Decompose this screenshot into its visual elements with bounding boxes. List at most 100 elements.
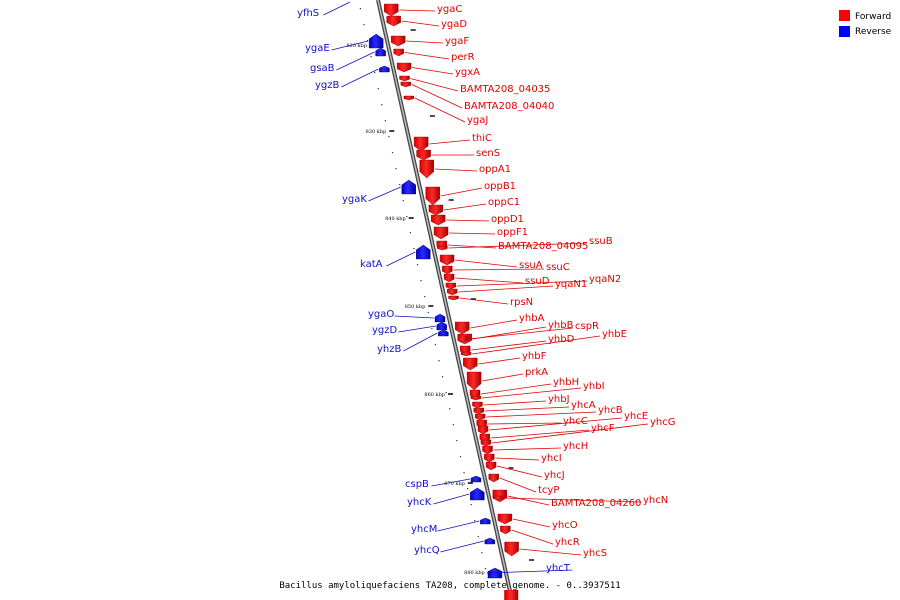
gene-oppf1[interactable] [433,226,449,240]
gene-label-oppf1[interactable]: oppF1 [497,227,528,238]
gene-yhcg[interactable] [480,439,492,447]
gene-label-prka[interactable]: prkA [525,367,548,378]
gene-label-yhcr[interactable]: yhcR [555,537,580,548]
gene-label-yhck[interactable]: yhcK [407,497,432,508]
gene-oppb1[interactable] [425,186,440,206]
gene-label-yhzb[interactable]: yhzB [377,344,402,355]
gene-label-yhbe[interactable]: yhbE [602,329,627,340]
gene-label-oppc1[interactable]: oppC1 [488,197,520,208]
gene-yhcn[interactable] [493,495,504,501]
gene-label-yhbf[interactable]: yhbF [522,351,547,362]
gene-label-bamta208-04040[interactable]: BAMTA208_04040 [464,101,554,112]
gene-prka[interactable] [466,371,482,391]
gene-yhbi[interactable] [470,395,482,401]
gene-oppd1[interactable] [430,214,446,226]
gene-partial-bottom[interactable] [504,590,519,600]
gene-tcyp[interactable] [488,473,499,483]
gene-yhbf[interactable] [463,357,478,371]
gene-label-ssua[interactable]: ssuA [519,260,543,271]
gene-label-ssud[interactable]: ssuD [525,276,550,287]
gene-label-yhca[interactable]: yhcA [571,400,596,411]
gene-label-yhcg[interactable]: yhcG [650,417,676,428]
gene-sens[interactable] [416,149,431,161]
gene-ygzb[interactable] [379,65,390,73]
gene-oppa1[interactable] [419,159,434,179]
gene-label-bamta208-04095[interactable]: BAMTA208_04095 [498,241,588,252]
gene-thic[interactable] [413,136,429,152]
gene-label-bamta208-04260[interactable]: BAMTA208_04260 [551,498,641,509]
gene-label-yhce[interactable]: yhcE [624,411,648,422]
gene-label-yhba[interactable]: yhbA [519,313,545,324]
gene-kata[interactable] [416,244,431,260]
gene-yhce[interactable] [477,425,489,435]
gene-yhba[interactable] [455,321,470,335]
gene-yhzb[interactable] [438,329,449,337]
gene-yhbj[interactable] [472,401,483,409]
gene-perr[interactable] [393,48,404,57]
gene-yqan1[interactable] [447,288,458,296]
gene-label-ygae[interactable]: ygaE [305,43,330,54]
gene-label-yhcc[interactable]: yhcC [563,416,588,427]
gene-label-thic[interactable]: thiC [472,133,492,144]
gene-label-yhcj[interactable]: yhcJ [544,470,565,481]
gene-yhch[interactable] [482,445,493,455]
gene-ssuc[interactable] [442,265,453,275]
gene-label-yhbi[interactable]: yhbI [583,381,605,392]
gene-label-yhcn[interactable]: yhcN [643,495,668,506]
gene-label-yhco[interactable]: yhcO [552,520,578,531]
gene-label-ssub[interactable]: ssuB [589,236,613,247]
gene-label-oppb1[interactable]: oppB1 [484,181,516,192]
gene-label-bamta208-04035[interactable]: BAMTA208_04035 [460,84,550,95]
gene-gsab[interactable] [375,47,386,57]
gene-label-ygac[interactable]: ygaC [437,4,462,15]
gene-yhcb[interactable] [474,413,486,421]
gene-label-rpsn[interactable]: rpsN [510,297,533,308]
gene-label-tcyp[interactable]: tcyP [538,485,559,496]
gene-label-ygxa[interactable]: ygxA [455,67,480,78]
gene-yhck[interactable] [470,487,485,501]
gene-yhcr[interactable] [500,525,511,535]
gene-label-perr[interactable]: perR [451,52,475,63]
gene-label-ygak[interactable]: ygaK [342,194,367,205]
gene-ygxa[interactable] [396,62,412,73]
gene-label-cspb[interactable]: cspB [405,479,429,490]
gene-bamta208-04040[interactable] [400,81,412,88]
gene-yhcq[interactable] [484,537,496,545]
gene-label-yqan2[interactable]: yqaN2 [589,274,621,285]
gene-yhcs[interactable] [504,541,519,557]
gene-label-yhbb[interactable]: yhbB [548,320,574,331]
gene-label-yqan1[interactable]: yqaN1 [555,279,587,290]
gene-ssud[interactable] [443,273,455,283]
gene-label-yhbh[interactable]: yhbH [553,377,579,388]
gene-label-oppa1[interactable]: oppA1 [479,164,511,175]
gene-label-ssuc[interactable]: ssuC [546,262,570,273]
gene-yhco[interactable] [497,513,513,525]
gene-ygzd[interactable] [436,321,448,331]
gene-ygak[interactable] [401,179,416,195]
gene-label-yhcf[interactable]: yhcF [591,423,615,434]
gene-cspr[interactable] [457,335,468,343]
gene-label-ygaf[interactable]: ygaF [445,36,469,47]
gene-yhca[interactable] [473,407,484,415]
gene-ygac[interactable] [384,3,399,17]
gene-ygao[interactable] [434,313,446,323]
gene-ssua[interactable] [439,254,455,266]
gene-label-yhci[interactable]: yhcI [541,453,562,464]
gene-label-yhcs[interactable]: yhcS [583,548,607,559]
gene-label-yhcm[interactable]: yhcM [411,524,437,535]
gene-label-gsab[interactable]: gsaB [310,63,335,74]
gene-ygae[interactable] [368,33,384,49]
gene-ygad[interactable] [386,15,401,27]
gene-oppc1[interactable] [428,204,444,216]
gene-bamta208-04035[interactable] [399,75,410,82]
gene-label-ygzb[interactable]: ygzB [315,80,340,91]
gene-label-cspr[interactable]: cspR [575,321,599,332]
gene-label-yhbj[interactable]: yhbJ [548,394,570,405]
gene-label-yfhs[interactable]: yfhS [297,8,319,19]
gene-ssub[interactable] [437,245,448,251]
gene-label-oppd1[interactable]: oppD1 [491,214,524,225]
gene-label-ygzd[interactable]: ygzD [372,325,398,336]
gene-ygaj[interactable] [403,95,415,101]
gene-yhcj[interactable] [485,461,497,471]
gene-label-ygao[interactable]: ygaO [368,309,394,320]
